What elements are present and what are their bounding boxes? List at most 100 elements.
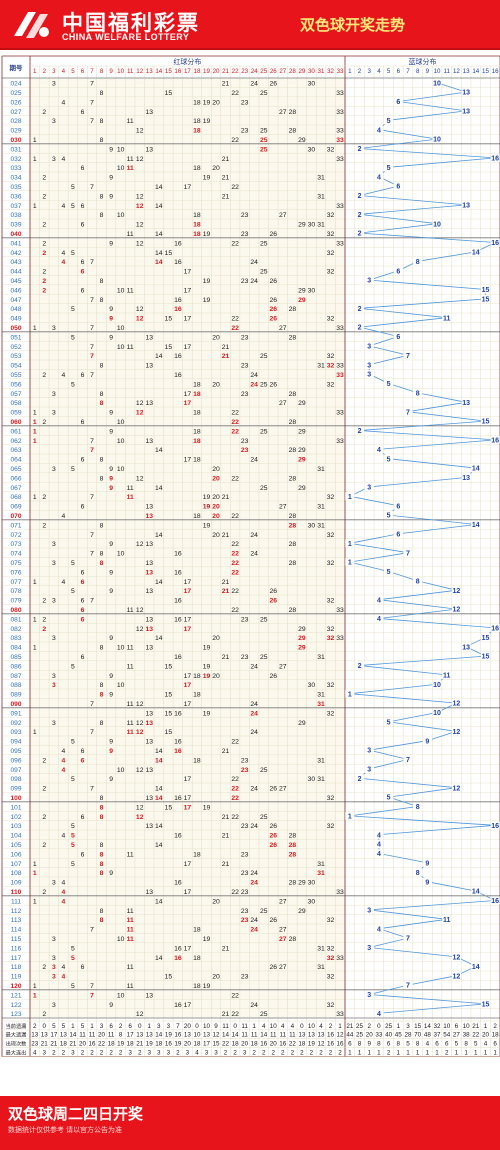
blue-stat-value: 4 <box>484 1041 488 1048</box>
red-ball-mark: 33 <box>336 325 344 332</box>
blue-ball-mark-bg <box>364 276 374 285</box>
red-stat-value: 4 <box>291 1023 295 1030</box>
red-ball-mark: 1 <box>33 870 37 877</box>
red-ball-mark: 16 <box>174 616 182 623</box>
red-ball-mark: 3 <box>52 156 56 163</box>
period-label: 057 <box>10 391 21 398</box>
red-ball-mark: 22 <box>231 137 239 144</box>
red-ball-mark: 1 <box>33 729 37 736</box>
red-number-header: 29 <box>298 68 305 75</box>
red-ball-mark: 4 <box>61 974 65 981</box>
red-ball-mark: 25 <box>260 128 268 135</box>
red-ball-mark: 26 <box>269 81 277 88</box>
blue-ball-mark-bg <box>490 153 500 162</box>
blue-stat-value: 1 <box>348 1050 352 1057</box>
red-ball-mark: 16 <box>174 710 182 717</box>
red-ball-mark: 7 <box>90 259 94 266</box>
red-stat-value: 13 <box>146 1032 154 1039</box>
red-stat-value: 18 <box>155 1041 163 1048</box>
blue-ball-mark: 2 <box>358 306 362 313</box>
period-label: 066 <box>10 475 21 482</box>
red-ball-mark: 20 <box>212 99 220 106</box>
red-ball-mark: 2 <box>42 175 46 182</box>
red-stat-value: 20 <box>184 1041 192 1048</box>
red-ball-mark: 19 <box>203 504 211 511</box>
blue-ball-mark: 5 <box>387 456 391 463</box>
red-ball-mark: 26 <box>269 823 277 830</box>
red-stat-value: 2 <box>138 1050 142 1057</box>
red-ball-mark: 20 <box>212 635 220 642</box>
red-ball-mark: 22 <box>231 786 239 793</box>
red-stat-value: 3 <box>43 1050 47 1057</box>
red-ball-mark: 23 <box>241 447 249 454</box>
blue-stat-value: 2 <box>493 1023 497 1030</box>
red-ball-mark: 24 <box>250 551 258 558</box>
red-ball-mark: 23 <box>241 212 249 219</box>
red-stat-value: 14 <box>222 1032 230 1039</box>
footer-title: 双色球周二四日开奖 <box>8 1105 144 1123</box>
blue-ball-mark: 15 <box>482 297 490 304</box>
red-ball-mark: 28 <box>289 541 297 548</box>
red-ball-mark: 11 <box>127 287 134 294</box>
red-ball-mark: 32 <box>327 381 335 388</box>
red-ball-mark: 14 <box>155 955 163 962</box>
red-ball-mark: 12 <box>136 475 144 482</box>
red-ball-mark: 1 <box>33 645 37 652</box>
red-ball-mark: 30 <box>308 222 316 229</box>
red-ball-mark: 2 <box>42 964 46 971</box>
blue-ball-mark-bg <box>354 426 365 435</box>
red-ball-mark: 14 <box>155 231 163 238</box>
period-label: 048 <box>10 306 21 313</box>
red-ball-mark: 27 <box>279 504 287 511</box>
red-ball-mark: 24 <box>250 532 258 539</box>
red-ball-mark: 16 <box>174 569 182 576</box>
period-label: 042 <box>10 250 21 257</box>
blue-number-header: 5 <box>387 68 391 75</box>
red-ball-mark: 10 <box>117 287 125 294</box>
red-number-header: 30 <box>308 68 315 75</box>
red-stat-value: 21 <box>69 1041 77 1048</box>
red-ball-mark: 12 <box>136 128 144 135</box>
blue-ball-mark: 13 <box>462 644 470 651</box>
blue-stat-value: 1 <box>484 1050 488 1057</box>
blue-ball-mark-bg <box>403 548 413 557</box>
red-ball-mark: 3 <box>52 635 56 642</box>
red-number-header: 32 <box>327 68 334 75</box>
red-ball-mark: 15 <box>165 729 173 736</box>
red-ball-mark: 19 <box>203 118 211 125</box>
red-ball-mark: 8 <box>100 692 104 699</box>
red-ball-mark: 23 <box>241 908 249 915</box>
red-ball-mark: 25 <box>260 240 268 247</box>
period-label: 062 <box>10 438 21 445</box>
period-label: 105 <box>10 842 21 849</box>
red-number-header: 25 <box>260 68 267 75</box>
red-ball-mark: 4 <box>61 372 65 379</box>
red-ball-mark: 19 <box>203 804 211 811</box>
red-ball-mark: 22 <box>231 889 239 896</box>
blue-ball-mark-bg <box>461 200 471 209</box>
blue-stat-value: 27 <box>453 1032 461 1039</box>
red-ball-mark: 6 <box>81 203 85 210</box>
blue-ball-mark: 10 <box>433 221 441 228</box>
red-ball-mark: 9 <box>109 175 113 182</box>
blue-ball-mark-bg <box>490 435 500 444</box>
red-ball-mark: 22 <box>231 551 239 558</box>
blue-stat-value: 25 <box>356 1023 364 1030</box>
red-ball-mark: 9 <box>109 569 113 576</box>
red-ball-mark: 12 <box>136 1011 144 1018</box>
period-label: 030 <box>10 137 21 144</box>
red-stat-value: 14 <box>260 1032 268 1039</box>
period-label: 102 <box>10 814 21 821</box>
period-label: 104 <box>10 833 21 840</box>
red-ball-mark: 32 <box>327 1002 335 1009</box>
blue-ball-mark-bg <box>374 1009 384 1018</box>
blue-ball-mark: 13 <box>462 400 470 407</box>
red-ball-mark: 1 <box>33 137 37 144</box>
red-ball-mark: 9 <box>109 588 113 595</box>
red-ball-mark: 16 <box>174 955 182 962</box>
red-ball-mark: 5 <box>71 203 75 210</box>
period-label: 037 <box>10 203 21 210</box>
red-ball-mark: 24 <box>250 663 258 670</box>
red-ball-mark: 24 <box>250 1002 258 1009</box>
red-ball-mark: 29 <box>298 485 306 492</box>
